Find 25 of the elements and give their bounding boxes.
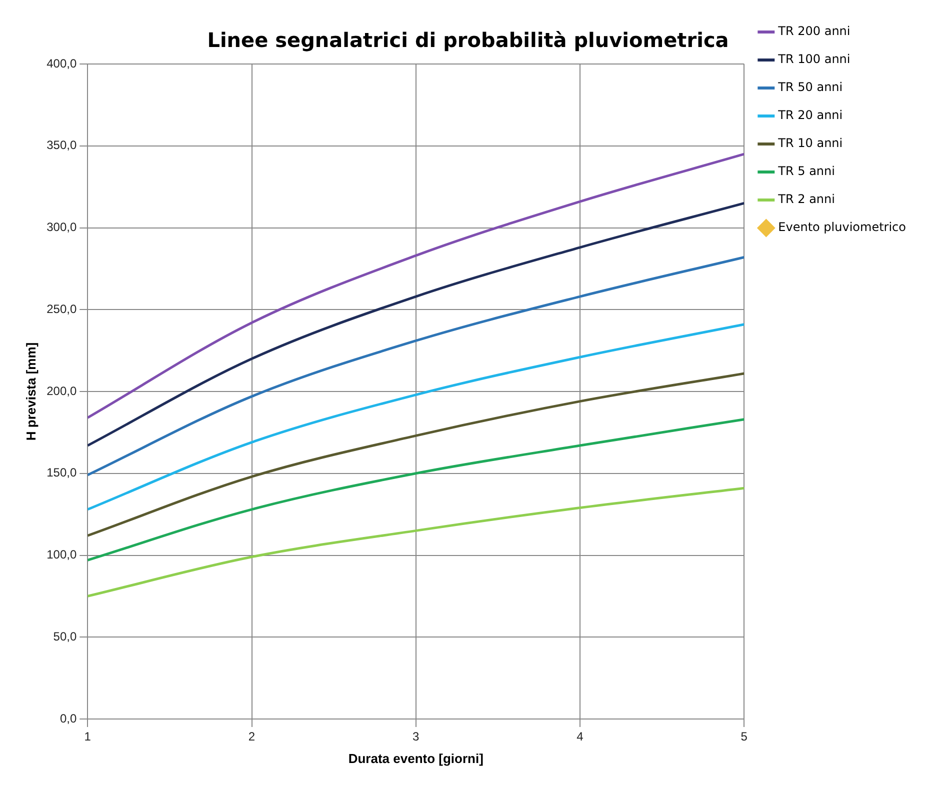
legend-label: TR 5 anni <box>777 164 835 178</box>
y-tick-label: 250,0 <box>46 302 77 316</box>
legend-label: TR 2 anni <box>777 192 835 206</box>
y-tick-label: 50,0 <box>53 629 77 644</box>
x-tick-label: 1 <box>84 730 92 744</box>
legend-label: TR 20 anni <box>777 108 843 122</box>
y-axis-title: H prevista [mm] <box>23 342 38 441</box>
y-tick-label: 0,0 <box>60 711 77 726</box>
x-tick-label: 3 <box>412 730 420 744</box>
legend-label: TR 200 anni <box>777 24 850 38</box>
x-axis-title: Durata evento [giorni] <box>348 750 484 766</box>
x-tick-label: 4 <box>576 730 584 744</box>
x-tick-label: 2 <box>248 730 256 744</box>
legend-label: TR 10 anni <box>777 136 843 150</box>
x-tick-label: 5 <box>740 730 748 744</box>
y-tick-label: 200,0 <box>46 384 77 398</box>
y-tick-label: 150,0 <box>46 466 77 480</box>
legend-label: Evento pluviometrico <box>778 220 906 234</box>
y-tick-label: 350,0 <box>46 138 77 152</box>
legend-label: TR 100 anni <box>777 52 850 66</box>
y-tick-label: 300,0 <box>46 220 77 234</box>
y-tick-label: 400,0 <box>46 56 77 70</box>
y-tick-label: 100,0 <box>46 548 77 562</box>
legend-label: TR 50 anni <box>777 80 843 94</box>
chart-title: Linee segnalatrici di probabilità pluviometrica <box>207 28 729 52</box>
